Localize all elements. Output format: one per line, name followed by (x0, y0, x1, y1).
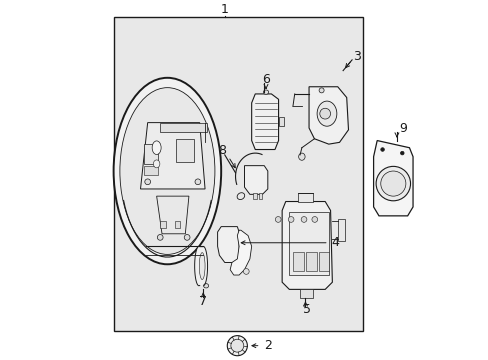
Polygon shape (156, 196, 188, 234)
Bar (160, 221, 165, 228)
Ellipse shape (203, 284, 208, 288)
Circle shape (287, 217, 293, 222)
Text: 5: 5 (303, 303, 311, 316)
Polygon shape (230, 230, 251, 275)
Text: 9: 9 (399, 122, 407, 135)
Circle shape (184, 234, 190, 240)
Bar (160, 123, 206, 132)
Bar (144, 166, 158, 175)
Bar (318, 252, 329, 271)
Polygon shape (244, 166, 267, 194)
Ellipse shape (237, 193, 244, 199)
Text: 3: 3 (353, 50, 361, 63)
Circle shape (230, 339, 244, 352)
Polygon shape (373, 140, 412, 216)
Ellipse shape (199, 253, 204, 279)
Polygon shape (251, 94, 278, 149)
Bar (337, 220, 344, 241)
Bar (176, 139, 194, 162)
Ellipse shape (120, 87, 214, 255)
Circle shape (301, 217, 306, 222)
Ellipse shape (263, 90, 268, 94)
Text: 6: 6 (262, 73, 269, 86)
Circle shape (227, 336, 247, 356)
Bar (289, 212, 328, 275)
Bar (278, 117, 284, 126)
Circle shape (144, 179, 150, 185)
Polygon shape (282, 202, 332, 289)
Circle shape (275, 217, 281, 222)
Ellipse shape (298, 153, 305, 160)
Text: 7: 7 (199, 295, 207, 308)
Circle shape (319, 108, 330, 119)
Polygon shape (140, 123, 204, 189)
Bar (258, 193, 262, 199)
Circle shape (243, 269, 249, 274)
Circle shape (195, 179, 201, 185)
Polygon shape (217, 226, 239, 262)
Ellipse shape (152, 141, 161, 154)
Circle shape (319, 88, 324, 93)
Bar (300, 289, 312, 298)
Text: 1: 1 (221, 3, 228, 16)
Bar (292, 252, 303, 271)
Text: 8: 8 (218, 144, 226, 157)
Bar (174, 221, 180, 228)
Circle shape (380, 148, 384, 151)
Bar (253, 193, 257, 199)
Circle shape (380, 171, 405, 196)
Circle shape (400, 151, 403, 155)
Polygon shape (308, 87, 348, 144)
Ellipse shape (113, 78, 221, 264)
Ellipse shape (317, 101, 336, 126)
Bar (144, 144, 158, 164)
Bar (305, 252, 316, 271)
Circle shape (157, 234, 163, 240)
Ellipse shape (153, 160, 160, 168)
Bar (298, 193, 312, 202)
Text: 4: 4 (330, 235, 338, 248)
Text: 2: 2 (264, 339, 271, 352)
Circle shape (375, 166, 410, 201)
Polygon shape (194, 246, 207, 286)
Circle shape (311, 217, 317, 222)
Bar (113, 17, 362, 330)
